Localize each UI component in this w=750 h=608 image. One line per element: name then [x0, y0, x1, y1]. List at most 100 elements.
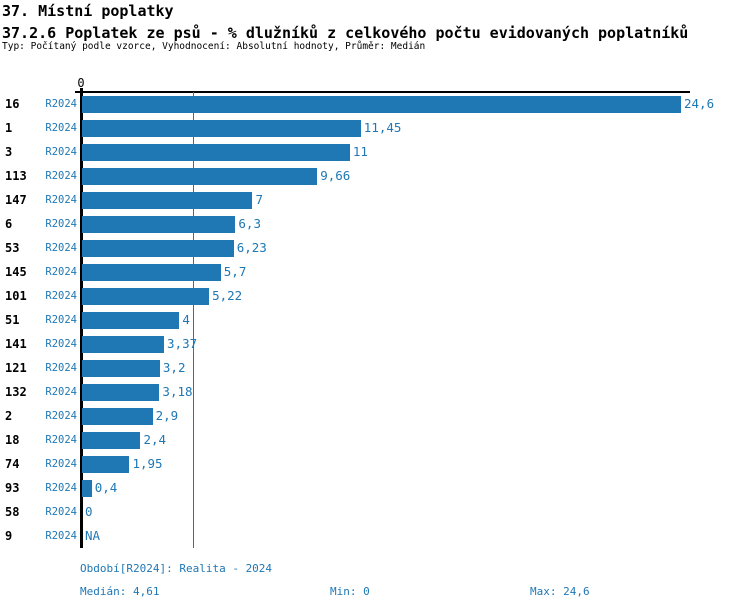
- bar-value-label: 5,7: [223, 264, 247, 279]
- bar: [82, 383, 160, 401]
- min-label: Min: 0: [330, 585, 370, 598]
- row-category-label: 16: [5, 97, 20, 111]
- max-label: Max: 24,6: [530, 585, 590, 598]
- bar: [82, 359, 160, 377]
- bar-row: 3 R2024 11: [0, 140, 750, 164]
- bar-value-label: 3,37: [167, 336, 198, 351]
- row-series-label: R2024: [45, 506, 77, 518]
- row-series-label: R2024: [45, 122, 77, 134]
- bar-value-label: 2,4: [143, 432, 167, 447]
- row-series-label: R2024: [45, 434, 77, 446]
- row-category-label: 145: [5, 265, 27, 279]
- bar-value-label: 11,45: [363, 120, 402, 135]
- bar: [82, 191, 253, 209]
- bar-value-label: 6,3: [238, 216, 261, 231]
- bar-row: 141 R2024 3,37: [0, 332, 750, 356]
- bar: [82, 335, 165, 353]
- bar: [82, 143, 350, 161]
- bar: [82, 119, 361, 137]
- bar-row: 145 R2024 5,7: [0, 260, 750, 284]
- bar-value-label: 1,95: [132, 456, 163, 471]
- x-axis-zero-label: 0: [77, 76, 85, 90]
- bar: [82, 215, 236, 233]
- row-series-label: R2024: [45, 410, 77, 422]
- bar-value-label: 9,66: [320, 168, 351, 183]
- row-series-label: R2024: [45, 194, 77, 206]
- bar-row: 132 R2024 3,18: [0, 380, 750, 404]
- row-series-label: R2024: [45, 242, 77, 254]
- bar-value-label: 7: [255, 192, 263, 207]
- bar-row: 6 R2024 6,3: [0, 212, 750, 236]
- bar: [82, 311, 180, 329]
- bar: [82, 95, 681, 113]
- bar: [82, 479, 92, 497]
- row-series-label: R2024: [45, 146, 77, 158]
- bar: [82, 263, 221, 281]
- bar-value-label: 24,6: [684, 96, 715, 111]
- bar-row: 51 R2024 4: [0, 308, 750, 332]
- row-series-label: R2024: [45, 314, 77, 326]
- median-label: Medián: 4,61: [80, 585, 160, 598]
- bar: [82, 407, 153, 425]
- row-category-label: 93: [5, 481, 20, 495]
- bar-value-label: 2,9: [155, 408, 179, 423]
- row-category-label: 3: [5, 145, 13, 159]
- bar-value-label: 4: [182, 312, 190, 327]
- row-category-label: 147: [5, 193, 27, 207]
- row-series-label: R2024: [45, 482, 77, 494]
- bar-value-label: 3,18: [162, 384, 193, 399]
- bar: [82, 287, 210, 305]
- row-category-label: 53: [5, 241, 20, 255]
- bar-row: 2 R2024 2,9: [0, 404, 750, 428]
- row-series-label: R2024: [45, 338, 77, 350]
- bar-row: 9 R2024 NA: [0, 524, 750, 548]
- x-axis-line: [75, 91, 690, 93]
- row-category-label: 74: [5, 457, 20, 471]
- row-series-label: R2024: [45, 98, 77, 110]
- bar-row: 58 R2024 0: [0, 500, 750, 524]
- bar: [82, 431, 141, 449]
- row-series-label: R2024: [45, 362, 77, 374]
- bar-row: 113 R2024 9,66: [0, 164, 750, 188]
- bar-value-label: 11: [352, 144, 368, 159]
- bar: [82, 455, 130, 473]
- bar-value-label: 5,22: [212, 288, 243, 303]
- row-category-label: 113: [5, 169, 27, 183]
- bar-row: 16 R2024 24,6: [0, 92, 750, 116]
- bar-value-label: 6,23: [236, 240, 267, 255]
- row-series-label: R2024: [45, 218, 77, 230]
- row-category-label: 2: [5, 409, 13, 423]
- row-series-label: R2024: [45, 170, 77, 182]
- row-series-label: R2024: [45, 530, 77, 542]
- row-series-label: R2024: [45, 458, 77, 470]
- row-series-label: R2024: [45, 266, 77, 278]
- bar-row: 147 R2024 7: [0, 188, 750, 212]
- row-category-label: 141: [5, 337, 27, 351]
- bar-row: 121 R2024 3,2: [0, 356, 750, 380]
- section-title: 37. Místní poplatky: [2, 2, 174, 20]
- row-series-label: R2024: [45, 290, 77, 302]
- row-category-label: 51: [5, 313, 20, 327]
- bar: [82, 167, 318, 185]
- bar-row: 1 R2024 11,45: [0, 116, 750, 140]
- bar-value-label: 3,2: [162, 360, 186, 375]
- bar-value-label: NA: [85, 528, 101, 543]
- indicator-title: 37.2.6 Poplatek ze psů - % dlužníků z ce…: [2, 24, 689, 42]
- bar-value-label: 0: [85, 504, 93, 519]
- row-series-label: R2024: [45, 386, 77, 398]
- row-category-label: 121: [5, 361, 27, 375]
- row-category-label: 101: [5, 289, 27, 303]
- bar-row: 53 R2024 6,23: [0, 236, 750, 260]
- row-category-label: 132: [5, 385, 27, 399]
- period-label: Období[R2024]: Realita - 2024: [80, 562, 273, 575]
- row-category-label: 6: [5, 217, 13, 231]
- row-category-label: 18: [5, 433, 20, 447]
- y-axis-line: [80, 88, 83, 548]
- bar-row: 18 R2024 2,4: [0, 428, 750, 452]
- bar-value-label: 0,4: [94, 480, 118, 495]
- row-category-label: 9: [5, 529, 13, 543]
- bar: [82, 239, 234, 257]
- median-reference-line: [192, 92, 194, 548]
